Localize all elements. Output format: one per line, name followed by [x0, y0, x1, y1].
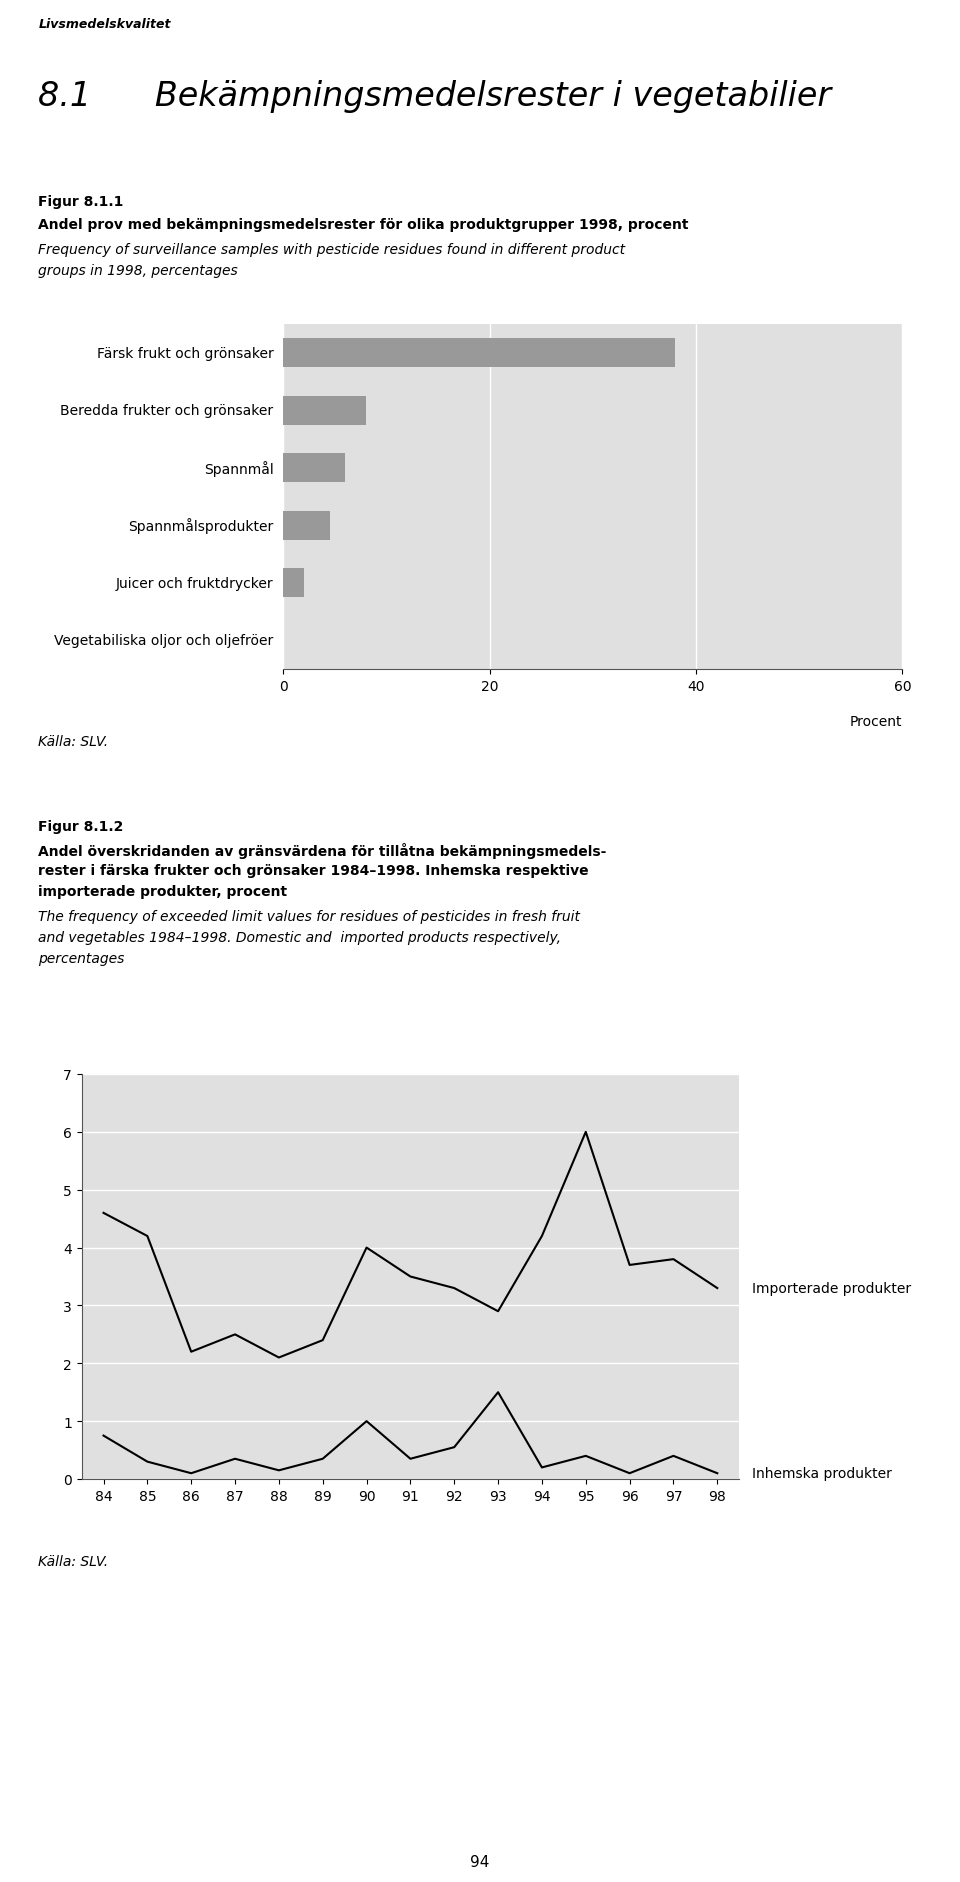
- Text: Beredda frukter och grönsaker: Beredda frukter och grönsaker: [60, 405, 274, 418]
- Text: Livsmedelskvalitet: Livsmedelskvalitet: [38, 19, 171, 30]
- Text: Juicer och fruktdrycker: Juicer och fruktdrycker: [116, 576, 274, 591]
- Text: 94: 94: [470, 1854, 490, 1869]
- Text: The frequency of exceeded limit values for residues of pesticides in fresh fruit: The frequency of exceeded limit values f…: [38, 909, 581, 924]
- Text: Figur 8.1.2: Figur 8.1.2: [38, 819, 124, 834]
- Text: Figur 8.1.1: Figur 8.1.1: [38, 196, 124, 209]
- Bar: [283, 397, 366, 425]
- Bar: [283, 454, 346, 484]
- Text: Spannmål: Spannmål: [204, 461, 274, 476]
- Bar: [283, 339, 676, 367]
- Text: Inhemska produkter: Inhemska produkter: [753, 1466, 892, 1481]
- Bar: [283, 568, 303, 598]
- Text: Färsk frukt och grönsaker: Färsk frukt och grönsaker: [97, 346, 274, 361]
- Text: Andel överskridanden av gränsvärdena för tillåtna bekämpningsmedels-: Andel överskridanden av gränsvärdena för…: [38, 843, 607, 858]
- Text: Vegetabiliska oljor och oljefröer: Vegetabiliska oljor och oljefröer: [55, 634, 274, 647]
- Text: rester i färska frukter och grönsaker 1984–1998. Inhemska respektive: rester i färska frukter och grönsaker 19…: [38, 864, 589, 877]
- Text: 8.1      Bekämpningsmedelsrester i vegetabilier: 8.1 Bekämpningsmedelsrester i vegetabili…: [38, 79, 831, 113]
- Text: Källa: SLV.: Källa: SLV.: [38, 1555, 108, 1568]
- Bar: [283, 512, 329, 540]
- Text: Källa: SLV.: Källa: SLV.: [38, 734, 108, 749]
- Text: Andel prov med bekämpningsmedelsrester för olika produktgrupper 1998, procent: Andel prov med bekämpningsmedelsrester f…: [38, 218, 689, 231]
- Text: Importerade produkter: Importerade produkter: [753, 1282, 911, 1295]
- Text: Procent: Procent: [850, 715, 902, 728]
- Text: groups in 1998, percentages: groups in 1998, percentages: [38, 263, 238, 279]
- Text: Spannmålsprodukter: Spannmålsprodukter: [129, 518, 274, 534]
- Text: Frequency of surveillance samples with pesticide residues found in different pro: Frequency of surveillance samples with p…: [38, 243, 626, 256]
- Text: percentages: percentages: [38, 952, 125, 965]
- Text: importerade produkter, procent: importerade produkter, procent: [38, 885, 288, 898]
- Text: and vegetables 1984–1998. Domestic and  imported products respectively,: and vegetables 1984–1998. Domestic and i…: [38, 930, 562, 945]
